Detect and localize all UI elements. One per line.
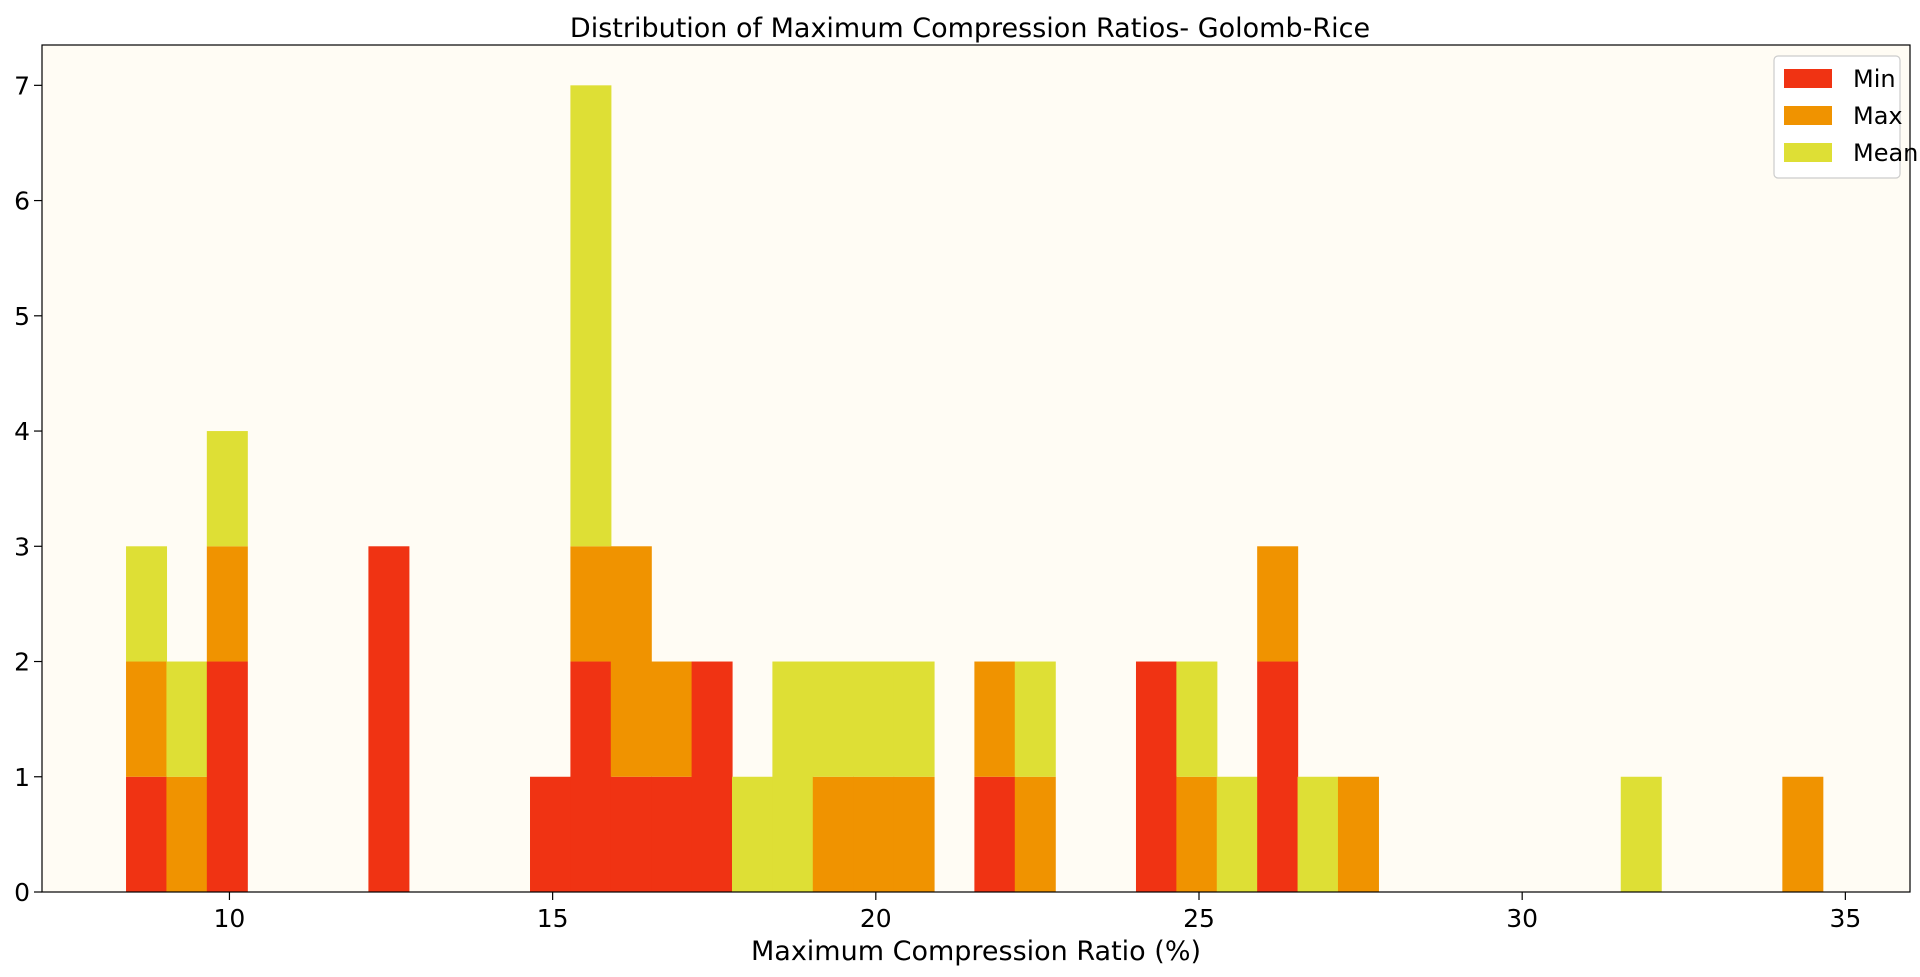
- x-tick-label: 20: [860, 904, 892, 933]
- bar-max: [651, 661, 693, 777]
- bar-max: [1337, 776, 1379, 892]
- bar-mean: [126, 546, 168, 662]
- x-tick-label: 30: [1506, 904, 1538, 933]
- legend: Min Max Mean: [1773, 55, 1918, 179]
- y-tick-label: 6: [14, 187, 30, 216]
- bars-layer: [126, 85, 1824, 892]
- y-tick-label: 5: [14, 302, 30, 331]
- bar-mean: [1176, 661, 1218, 777]
- bar-min: [1135, 661, 1177, 892]
- y-tick-label: 1: [14, 763, 30, 792]
- legend-label-min: Min: [1853, 65, 1896, 93]
- bar-min: [610, 776, 652, 892]
- bar-mean: [853, 661, 895, 777]
- bar-mean: [1216, 776, 1258, 892]
- bar-min: [1257, 661, 1299, 892]
- bar-max: [1014, 776, 1056, 892]
- bar-mean: [1620, 776, 1662, 892]
- y-tick-label: 0: [14, 878, 30, 907]
- bar-max: [974, 661, 1016, 777]
- legend-swatch-max: [1784, 106, 1832, 125]
- x-tick-label: 35: [1829, 904, 1861, 933]
- axes-layer: 10 15 20 25 30 35 0 1 2 3 4 5 6 7: [14, 71, 1861, 933]
- bar-min: [206, 661, 248, 892]
- bar-mean: [166, 661, 208, 777]
- bar-max: [1176, 776, 1218, 892]
- bar-max: [812, 776, 854, 892]
- bar-min: [570, 661, 612, 892]
- bar-max: [610, 546, 652, 777]
- x-axis-label: Maximum Compression Ratio (%): [751, 936, 1201, 967]
- x-tick-label: 15: [537, 904, 569, 933]
- bar-mean: [1014, 661, 1056, 777]
- bar-mean: [206, 431, 248, 547]
- x-tick-label: 10: [214, 904, 246, 933]
- bar-min: [530, 776, 572, 892]
- bar-max: [126, 661, 168, 777]
- bar-min: [126, 776, 168, 892]
- bar-max: [1257, 546, 1299, 662]
- y-tick-label: 7: [14, 71, 30, 100]
- bar-mean: [570, 85, 612, 547]
- bar-min: [651, 776, 693, 892]
- bar-max: [1782, 776, 1824, 892]
- bar-min: [974, 776, 1016, 892]
- bar-max: [206, 546, 248, 662]
- bar-max: [893, 776, 935, 892]
- legend-swatch-min: [1784, 69, 1832, 88]
- bar-max: [853, 776, 895, 892]
- chart-title: Distribution of Maximum Compression Rati…: [570, 13, 1370, 44]
- x-tick-label: 25: [1183, 904, 1215, 933]
- bar-mean: [1297, 776, 1339, 892]
- legend-label-mean: Mean: [1853, 139, 1918, 167]
- y-tick-label: 4: [14, 417, 30, 446]
- bar-min: [691, 661, 733, 892]
- y-tick-label: 3: [14, 532, 30, 561]
- plot-frame: [41, 44, 1911, 893]
- y-tick-label: 2: [14, 648, 30, 677]
- legend-swatch-mean: [1784, 143, 1832, 162]
- bar-max: [166, 776, 208, 892]
- bar-min: [368, 546, 410, 892]
- bar-mean: [893, 661, 935, 777]
- bar-max: [570, 546, 612, 662]
- bar-mean: [731, 776, 773, 892]
- bar-mean: [772, 661, 814, 892]
- bar-mean: [812, 661, 854, 777]
- legend-label-max: Max: [1853, 102, 1903, 130]
